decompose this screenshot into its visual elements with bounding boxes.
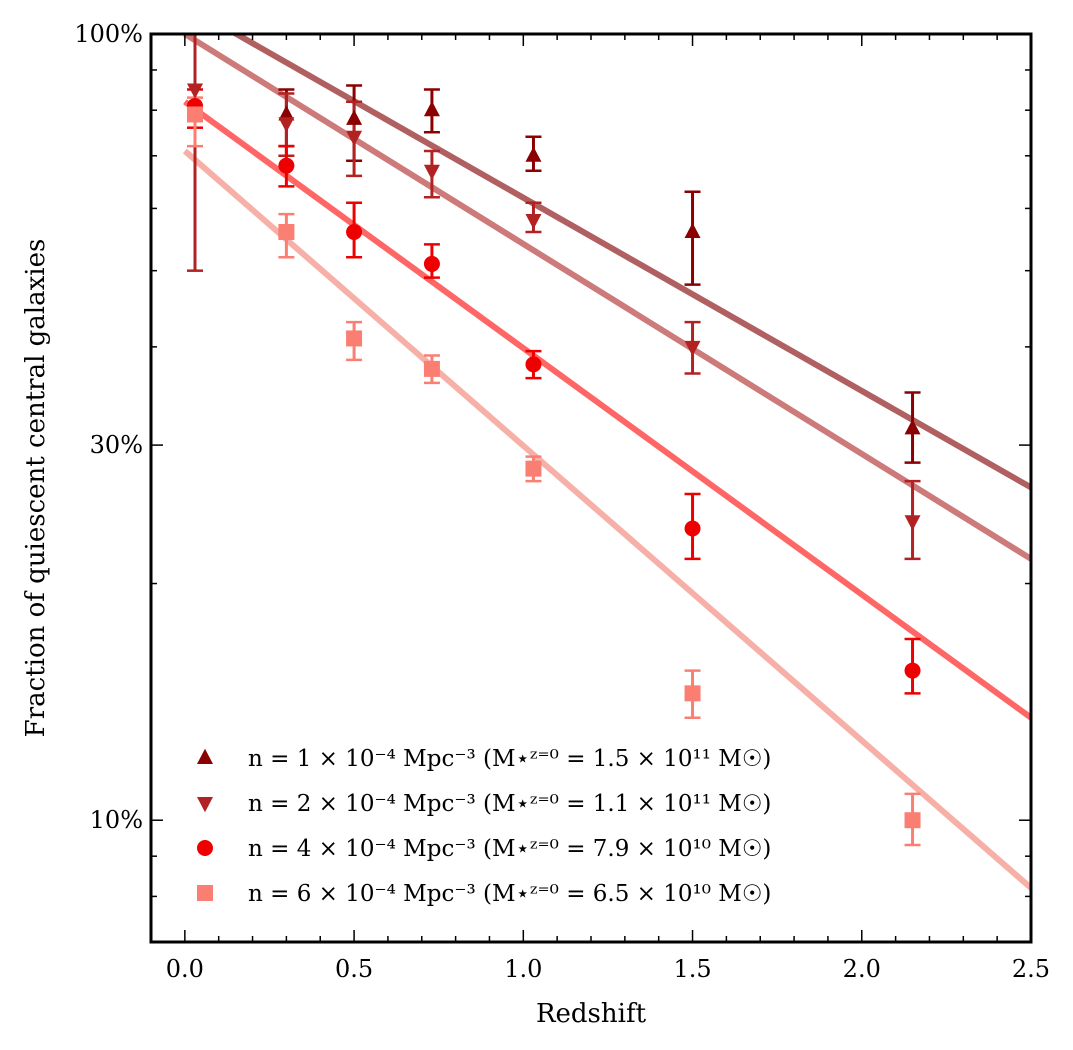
marker-series-1-point-5 [525, 146, 542, 162]
x-tick-label-3: 1.0 [504, 955, 542, 983]
marker-series-3-point-7 [904, 662, 921, 679]
marker-series-2-point-1 [187, 83, 203, 99]
fit-line-series-3 [183, 99, 1031, 721]
y-tick-label-3: 100% [74, 20, 143, 48]
legend-label-series-3: n = 4 × 10⁻⁴ Mpc⁻³ (M⋆ᶻ⁼⁰ = 7.9 × 10¹⁰ M… [248, 836, 771, 862]
marker-series-4-point-2 [278, 223, 295, 240]
marker-series-4-point-7 [904, 812, 921, 829]
data-markers [187, 83, 921, 829]
legend-marker-series-3 [197, 840, 213, 856]
legend-marker-series-1 [197, 748, 213, 764]
marker-series-3-point-4 [423, 255, 440, 272]
marker-series-4-point-4 [423, 360, 440, 377]
legend-marker-series-4 [197, 885, 213, 901]
marker-series-3-point-6 [684, 520, 701, 537]
x-tick-label-5: 2.0 [843, 955, 881, 983]
fit-line-series-1 [230, 34, 1031, 491]
y-axis-label: Fraction of quiescent central galaxies [21, 239, 51, 738]
legend-marker-series-2 [197, 797, 213, 813]
legend-label-series-1: n = 1 × 10⁻⁴ Mpc⁻³ (M⋆ᶻ⁼⁰ = 1.5 × 10¹¹ M… [248, 746, 771, 772]
plot-frame [149, 32, 1033, 944]
marker-series-4-point-3 [346, 330, 363, 347]
x-tick-label-1: 0.0 [166, 955, 204, 983]
x-tick-label-4: 1.5 [673, 955, 711, 983]
fit-line-series-4 [182, 148, 1031, 891]
marker-series-4-point-1 [187, 106, 203, 123]
tick-labels: 0.0 0.5 1.0 1.5 2.0 2.5 10% 30% 100% [74, 20, 1050, 983]
marker-series-3-point-2 [278, 157, 295, 174]
legend-label-series-4: n = 6 × 10⁻⁴ Mpc⁻³ (M⋆ᶻ⁼⁰ = 6.5 × 10¹⁰ M… [248, 881, 771, 907]
y-tick-label-1: 10% [90, 806, 143, 834]
legend-label-series-2: n = 2 × 10⁻⁴ Mpc⁻³ (M⋆ᶻ⁼⁰ = 1.1 × 10¹¹ M… [248, 791, 771, 817]
marker-series-1-point-4 [423, 100, 440, 117]
marker-series-2-point-3 [346, 130, 363, 147]
marker-series-2-point-4 [423, 164, 440, 180]
x-tick-label-2: 0.5 [335, 955, 373, 983]
marker-series-1-point-3 [346, 109, 363, 125]
legend: n = 1 × 10⁻⁴ Mpc⁻³ (M⋆ᶻ⁼⁰ = 1.5 × 10¹¹ M… [197, 746, 771, 907]
marker-series-3-point-5 [525, 356, 542, 373]
marker-series-2-point-5 [525, 213, 542, 230]
error-bars [187, 34, 921, 847]
marker-series-1-point-7 [904, 419, 921, 435]
fit-lines [182, 34, 1031, 891]
x-axis-label: Redshift [536, 999, 647, 1029]
y-tick-label-2: 30% [90, 431, 143, 459]
marker-series-2-point-6 [684, 340, 701, 357]
marker-series-1-point-6 [684, 222, 701, 238]
marker-series-2-point-7 [904, 515, 921, 531]
marker-series-4-point-6 [684, 685, 701, 702]
x-tick-label-6: 2.5 [1012, 955, 1050, 983]
marker-series-3-point-3 [346, 223, 363, 240]
fit-line-series-2 [183, 34, 1031, 562]
marker-series-1-point-2 [278, 105, 295, 121]
marker-series-2-point-2 [278, 117, 295, 133]
marker-series-4-point-5 [525, 460, 542, 477]
